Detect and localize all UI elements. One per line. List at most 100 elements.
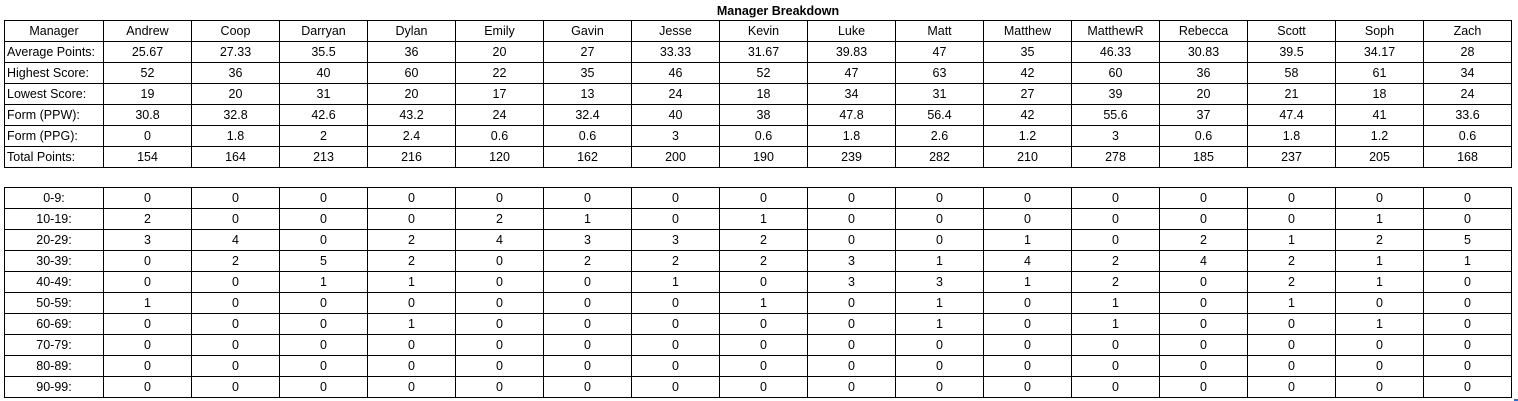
stat-value-cell[interactable]: 35.5: [279, 41, 368, 63]
stat-value-cell[interactable]: 34: [807, 83, 896, 105]
score-count-cell[interactable]: 0: [895, 187, 984, 209]
score-range-label-cell[interactable]: 10-19:: [4, 208, 104, 230]
score-count-cell[interactable]: 0: [719, 376, 808, 398]
stat-value-cell[interactable]: 35: [543, 62, 632, 84]
stat-value-cell[interactable]: 63: [895, 62, 984, 84]
stat-value-cell[interactable]: 40: [279, 62, 368, 84]
score-count-cell[interactable]: 0: [895, 376, 984, 398]
score-count-cell[interactable]: 0: [367, 355, 456, 377]
stat-value-cell[interactable]: 19: [103, 83, 192, 105]
score-count-cell[interactable]: 0: [279, 355, 368, 377]
score-count-cell[interactable]: 4: [983, 250, 1072, 272]
score-count-cell[interactable]: 0: [103, 250, 192, 272]
manager-name-cell[interactable]: Matthew: [983, 20, 1072, 42]
score-count-cell[interactable]: 0: [719, 355, 808, 377]
score-count-cell[interactable]: 2: [1071, 250, 1160, 272]
stat-value-cell[interactable]: 1.2: [1335, 125, 1424, 147]
score-count-cell[interactable]: 0: [807, 355, 896, 377]
score-count-cell[interactable]: 0: [279, 313, 368, 335]
score-count-cell[interactable]: 3: [895, 271, 984, 293]
score-count-cell[interactable]: 0: [455, 376, 544, 398]
stat-label-cell[interactable]: Lowest Score:: [4, 83, 104, 105]
stat-value-cell[interactable]: 52: [719, 62, 808, 84]
stat-value-cell[interactable]: 39: [1071, 83, 1160, 105]
score-count-cell[interactable]: 0: [1423, 208, 1512, 230]
score-count-cell[interactable]: 0: [983, 292, 1072, 314]
score-count-cell[interactable]: 0: [191, 208, 280, 230]
score-count-cell[interactable]: 3: [543, 229, 632, 251]
score-count-cell[interactable]: 0: [455, 250, 544, 272]
score-count-cell[interactable]: 0: [191, 313, 280, 335]
score-count-cell[interactable]: 0: [1335, 376, 1424, 398]
score-count-cell[interactable]: 0: [543, 292, 632, 314]
stat-value-cell[interactable]: 39.5: [1247, 41, 1336, 63]
stat-value-cell[interactable]: 33.6: [1423, 104, 1512, 126]
score-count-cell[interactable]: 0: [1159, 187, 1248, 209]
stat-value-cell[interactable]: 20: [367, 83, 456, 105]
score-count-cell[interactable]: 0: [1247, 208, 1336, 230]
score-count-cell[interactable]: 0: [631, 208, 720, 230]
score-count-cell[interactable]: 2: [103, 208, 192, 230]
stat-value-cell[interactable]: 20: [191, 83, 280, 105]
manager-name-cell[interactable]: Kevin: [719, 20, 808, 42]
score-count-cell[interactable]: 0: [1247, 355, 1336, 377]
score-count-cell[interactable]: 0: [1423, 187, 1512, 209]
stat-value-cell[interactable]: 55.6: [1071, 104, 1160, 126]
stat-value-cell[interactable]: 34.17: [1335, 41, 1424, 63]
score-count-cell[interactable]: 0: [1335, 292, 1424, 314]
stat-value-cell[interactable]: 47.8: [807, 104, 896, 126]
stat-label-cell[interactable]: Highest Score:: [4, 62, 104, 84]
score-count-cell[interactable]: 0: [983, 208, 1072, 230]
stat-value-cell[interactable]: 1.2: [983, 125, 1072, 147]
stat-value-cell[interactable]: 282: [895, 146, 984, 168]
stat-value-cell[interactable]: 20: [455, 41, 544, 63]
score-count-cell[interactable]: 1: [895, 250, 984, 272]
selection-fill-handle[interactable]: [1514, 399, 1518, 401]
stat-label-cell[interactable]: Form (PPG):: [4, 125, 104, 147]
score-count-cell[interactable]: 0: [1423, 271, 1512, 293]
stat-value-cell[interactable]: 120: [455, 146, 544, 168]
stat-value-cell[interactable]: 31: [895, 83, 984, 105]
score-count-cell[interactable]: 0: [367, 376, 456, 398]
stat-value-cell[interactable]: 32.8: [191, 104, 280, 126]
stat-value-cell[interactable]: 1.8: [807, 125, 896, 147]
score-range-label-cell[interactable]: 20-29:: [4, 229, 104, 251]
stat-label-cell[interactable]: Total Points:: [4, 146, 104, 168]
stat-value-cell[interactable]: 30.83: [1159, 41, 1248, 63]
score-range-label-cell[interactable]: 50-59:: [4, 292, 104, 314]
score-count-cell[interactable]: 0: [543, 271, 632, 293]
stat-value-cell[interactable]: 22: [455, 62, 544, 84]
score-count-cell[interactable]: 1: [103, 292, 192, 314]
score-count-cell[interactable]: 0: [455, 355, 544, 377]
score-count-cell[interactable]: 0: [103, 313, 192, 335]
manager-name-cell[interactable]: Matt: [895, 20, 984, 42]
score-count-cell[interactable]: 0: [543, 313, 632, 335]
score-count-cell[interactable]: 1: [1335, 250, 1424, 272]
score-count-cell[interactable]: 0: [367, 187, 456, 209]
score-count-cell[interactable]: 0: [367, 334, 456, 356]
manager-name-cell[interactable]: Coop: [191, 20, 280, 42]
stat-value-cell[interactable]: 0: [103, 125, 192, 147]
score-count-cell[interactable]: 3: [103, 229, 192, 251]
score-count-cell[interactable]: 0: [807, 292, 896, 314]
stat-value-cell[interactable]: 164: [191, 146, 280, 168]
score-count-cell[interactable]: 1: [543, 208, 632, 230]
score-count-cell[interactable]: 1: [983, 271, 1072, 293]
score-count-cell[interactable]: 0: [1159, 271, 1248, 293]
header-cell-manager[interactable]: Manager: [4, 20, 104, 42]
stat-value-cell[interactable]: 39.83: [807, 41, 896, 63]
stat-value-cell[interactable]: 61: [1335, 62, 1424, 84]
stat-label-cell[interactable]: Average Points:: [4, 41, 104, 63]
score-count-cell[interactable]: 0: [543, 187, 632, 209]
manager-name-cell[interactable]: Jesse: [631, 20, 720, 42]
score-count-cell[interactable]: 0: [1423, 313, 1512, 335]
stat-value-cell[interactable]: 46: [631, 62, 720, 84]
score-count-cell[interactable]: 0: [807, 376, 896, 398]
score-count-cell[interactable]: 5: [1423, 229, 1512, 251]
stat-value-cell[interactable]: 24: [1423, 83, 1512, 105]
score-count-cell[interactable]: 1: [279, 271, 368, 293]
stat-value-cell[interactable]: 31: [279, 83, 368, 105]
stat-value-cell[interactable]: 0.6: [719, 125, 808, 147]
score-count-cell[interactable]: 0: [719, 271, 808, 293]
stat-value-cell[interactable]: 43.2: [367, 104, 456, 126]
